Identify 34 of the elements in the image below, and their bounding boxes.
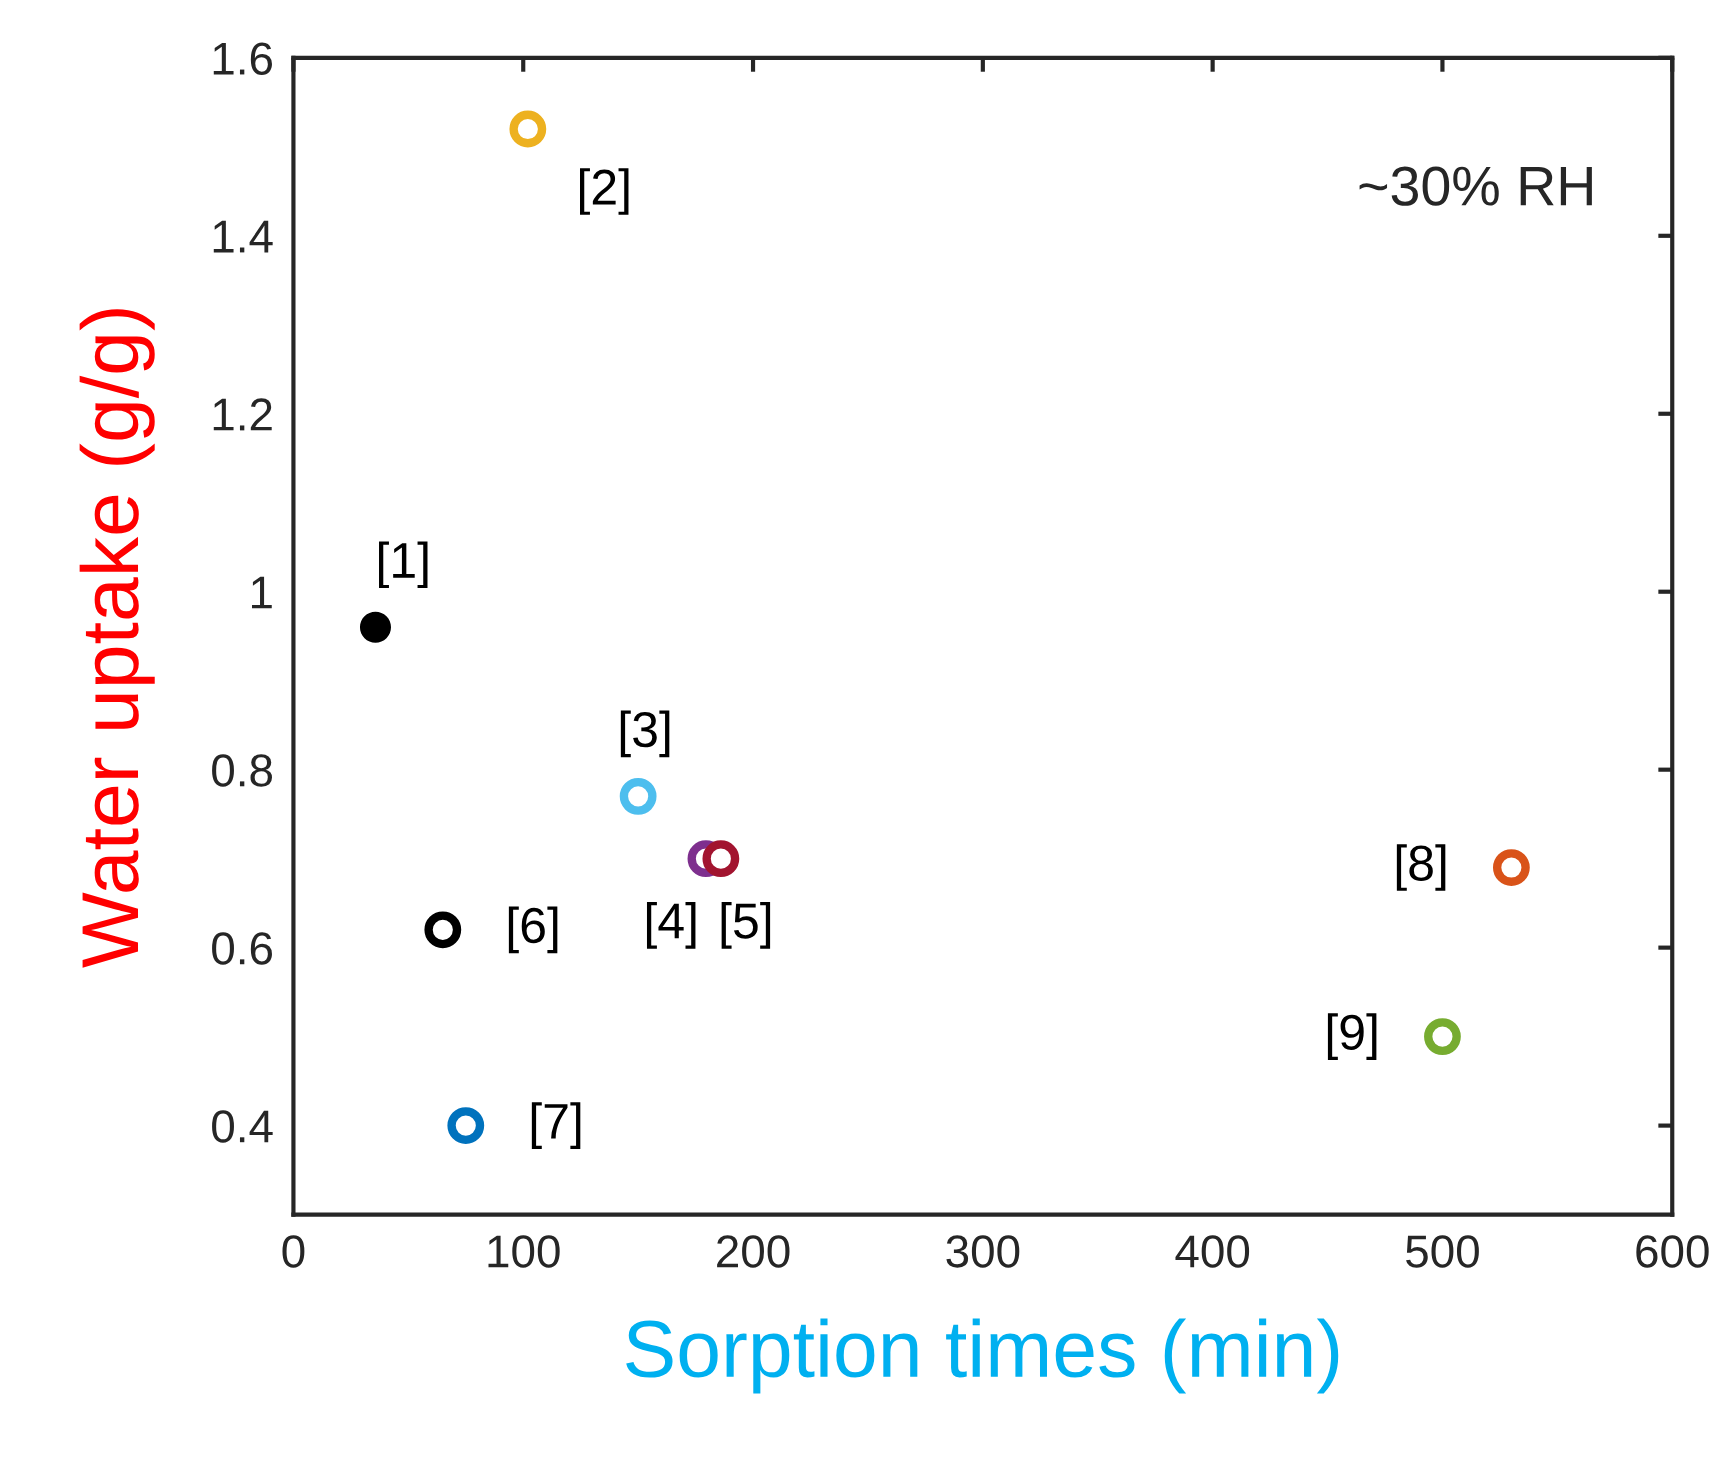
x-tick-label: 100: [488, 1235, 560, 1268]
series-label: [3]: [620, 710, 670, 758]
x-tick-label: 300: [946, 1235, 1020, 1268]
point: [619, 777, 657, 815]
series-label: [7]: [531, 1102, 581, 1149]
point: [702, 840, 740, 878]
point: [447, 1107, 485, 1144]
x-axis-title: Sorption times (min): [626, 1318, 1339, 1394]
point: [359, 611, 391, 643]
series-label: [4]: [646, 902, 696, 949]
point: [1492, 849, 1530, 886]
series-label: [9]: [1327, 1013, 1377, 1060]
annotation: ~30% RH: [1359, 166, 1592, 206]
y-tick-label: 1.2: [213, 398, 272, 431]
x-tick-label: 200: [717, 1235, 790, 1268]
point: [1424, 1018, 1461, 1056]
y-tick-label: 1.6: [213, 42, 272, 75]
series-label: [8]: [1396, 844, 1446, 891]
y-tick-label: 0.6: [212, 932, 272, 965]
y-tick-label: 1.4: [213, 220, 273, 253]
x-tick-label: 0: [282, 1235, 305, 1268]
x-tick-label: 400: [1175, 1235, 1250, 1268]
y-axis-title: Water uptake (g/g): [79, 309, 155, 968]
point: [424, 911, 462, 949]
x-tick-label: 600: [1636, 1235, 1709, 1268]
point: [509, 110, 547, 148]
x-tick-label: 500: [1406, 1235, 1479, 1268]
y-tick-label: 0.8: [212, 754, 272, 787]
series-label: [1]: [379, 541, 428, 589]
y-tick-label: 1: [252, 576, 272, 609]
series-label: [6]: [508, 906, 558, 954]
series-label: [5]: [721, 902, 771, 949]
y-tick-label: 0.4: [212, 1110, 273, 1143]
series-label: [2]: [580, 168, 629, 215]
